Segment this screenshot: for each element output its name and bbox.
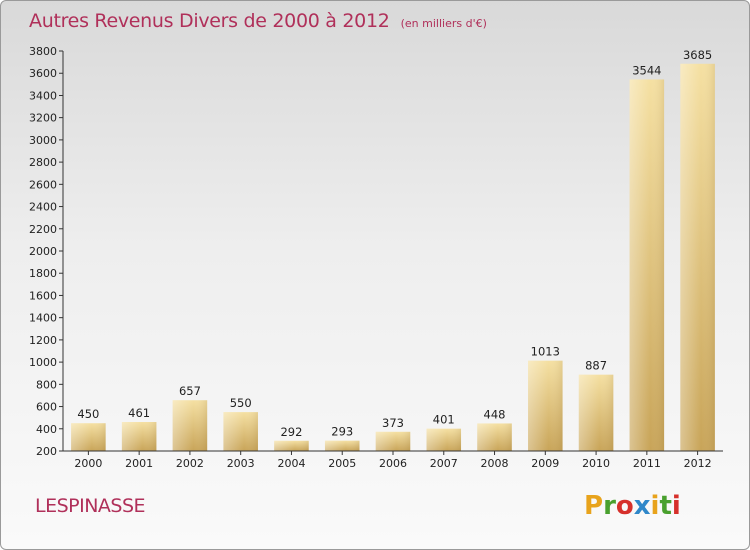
y-tick-label: 3400 [29, 89, 57, 102]
x-tick-label-2006: 2006 [379, 457, 407, 470]
data-label-2005: 293 [331, 425, 353, 439]
bar-2002 [172, 400, 208, 451]
bar-shade [680, 63, 715, 452]
x-tick-label-2002: 2002 [176, 457, 204, 470]
bar-2009 [528, 360, 563, 451]
chart-title-main: Autres Revenus Divers de 2000 à 2012 [29, 10, 390, 32]
y-axis: 200 400 600 800 1000 1200 1400 1600 1800 2000 2200… [29, 45, 64, 458]
y-tick-label: 800 [36, 378, 57, 391]
bar-2011 [629, 79, 665, 451]
data-label-2002: 657 [179, 384, 201, 398]
commune-name: LESPINASSE [35, 495, 146, 517]
y-tick-label: 600 [36, 401, 57, 414]
bar-2003 [223, 412, 258, 451]
bar-2000 [71, 423, 106, 451]
x-tick-label-2012: 2012 [684, 457, 712, 470]
data-label-2012: 3685 [683, 48, 712, 62]
data-label-2003: 550 [230, 396, 252, 410]
bar-2008 [477, 423, 512, 451]
bar-shade [426, 428, 462, 451]
y-tick-label: 1800 [29, 267, 57, 280]
logo-letter: x [633, 491, 651, 521]
data-label-2001: 461 [128, 406, 150, 420]
y-tick-label: 3000 [29, 134, 57, 147]
x-axis: 2000 2001 2002 2003 2004 2005 2006 2007 2008 2009… [63, 450, 723, 470]
data-label-2007: 401 [433, 413, 455, 427]
bar-2006 [375, 431, 411, 451]
bar-shade [274, 440, 309, 451]
y-tick-label: 400 [36, 423, 57, 436]
proxiti-logo[interactable]: Proxiti [584, 491, 681, 521]
bar-shade [528, 360, 563, 451]
logo-letter: i [650, 491, 660, 521]
y-tick-label: 2800 [29, 156, 57, 169]
y-tick-label: 2400 [29, 201, 57, 214]
y-tick-label: 1400 [29, 312, 57, 325]
x-tick-label-2009: 2009 [531, 457, 559, 470]
data-label-2009: 1013 [531, 345, 560, 359]
y-tick-label: 200 [36, 445, 57, 458]
bar-shade [223, 412, 258, 451]
bar-2001 [121, 422, 157, 451]
bar-2005 [324, 440, 360, 451]
logo-letter: r [603, 491, 616, 521]
y-tick-label: 2000 [29, 245, 57, 258]
x-tick-label-2008: 2008 [481, 457, 509, 470]
logo-letter: i [671, 491, 681, 521]
data-label-2004: 292 [280, 425, 302, 439]
bar-shade [324, 440, 360, 451]
data-label-2000: 450 [77, 407, 99, 421]
bar-shade [172, 400, 208, 451]
x-tick-label-2003: 2003 [227, 457, 255, 470]
y-tick-label: 1200 [29, 334, 57, 347]
data-label-2011: 3544 [632, 63, 661, 77]
x-tick-label-2005: 2005 [328, 457, 356, 470]
y-tick-label: 3800 [29, 45, 57, 58]
bar-shade [375, 431, 411, 451]
x-tick-label-2010: 2010 [582, 457, 610, 470]
data-label-2008: 448 [484, 407, 506, 421]
x-tick-label-2004: 2004 [277, 457, 305, 470]
y-tick-label: 3200 [29, 112, 57, 125]
bar-shade [121, 422, 157, 451]
y-tick-label: 1000 [29, 356, 57, 369]
y-tick-label: 2600 [29, 178, 57, 191]
x-tick-label-2007: 2007 [430, 457, 458, 470]
bars: 450 461 657 550 292 293 373 401 448 1013 887 3544 36… [71, 48, 715, 452]
bar-shade [629, 79, 665, 451]
bar-shade [578, 374, 614, 451]
x-tick-label-2001: 2001 [125, 457, 153, 470]
bar-2004 [274, 440, 309, 451]
bar-shade [477, 423, 512, 451]
data-label-2010: 887 [585, 359, 607, 373]
bar-shade [71, 423, 106, 451]
data-label-2006: 373 [382, 416, 404, 430]
x-tick-label-2011: 2011 [633, 457, 661, 470]
logo-letter: P [584, 491, 604, 521]
bar-2010 [578, 374, 614, 451]
y-tick-label: 3600 [29, 67, 57, 80]
y-tick-label: 2200 [29, 223, 57, 236]
logo-letter: t [659, 491, 672, 521]
bar-2012 [680, 63, 715, 452]
chart-title-unit: (en milliers d'€) [400, 17, 487, 30]
bar-2007 [426, 428, 462, 451]
chart-title: Autres Revenus Divers de 2000 à 2012 (en… [29, 10, 487, 32]
y-tick-label: 1600 [29, 289, 57, 302]
x-tick-label-2000: 2000 [74, 457, 102, 470]
logo-letter: o [615, 491, 634, 521]
